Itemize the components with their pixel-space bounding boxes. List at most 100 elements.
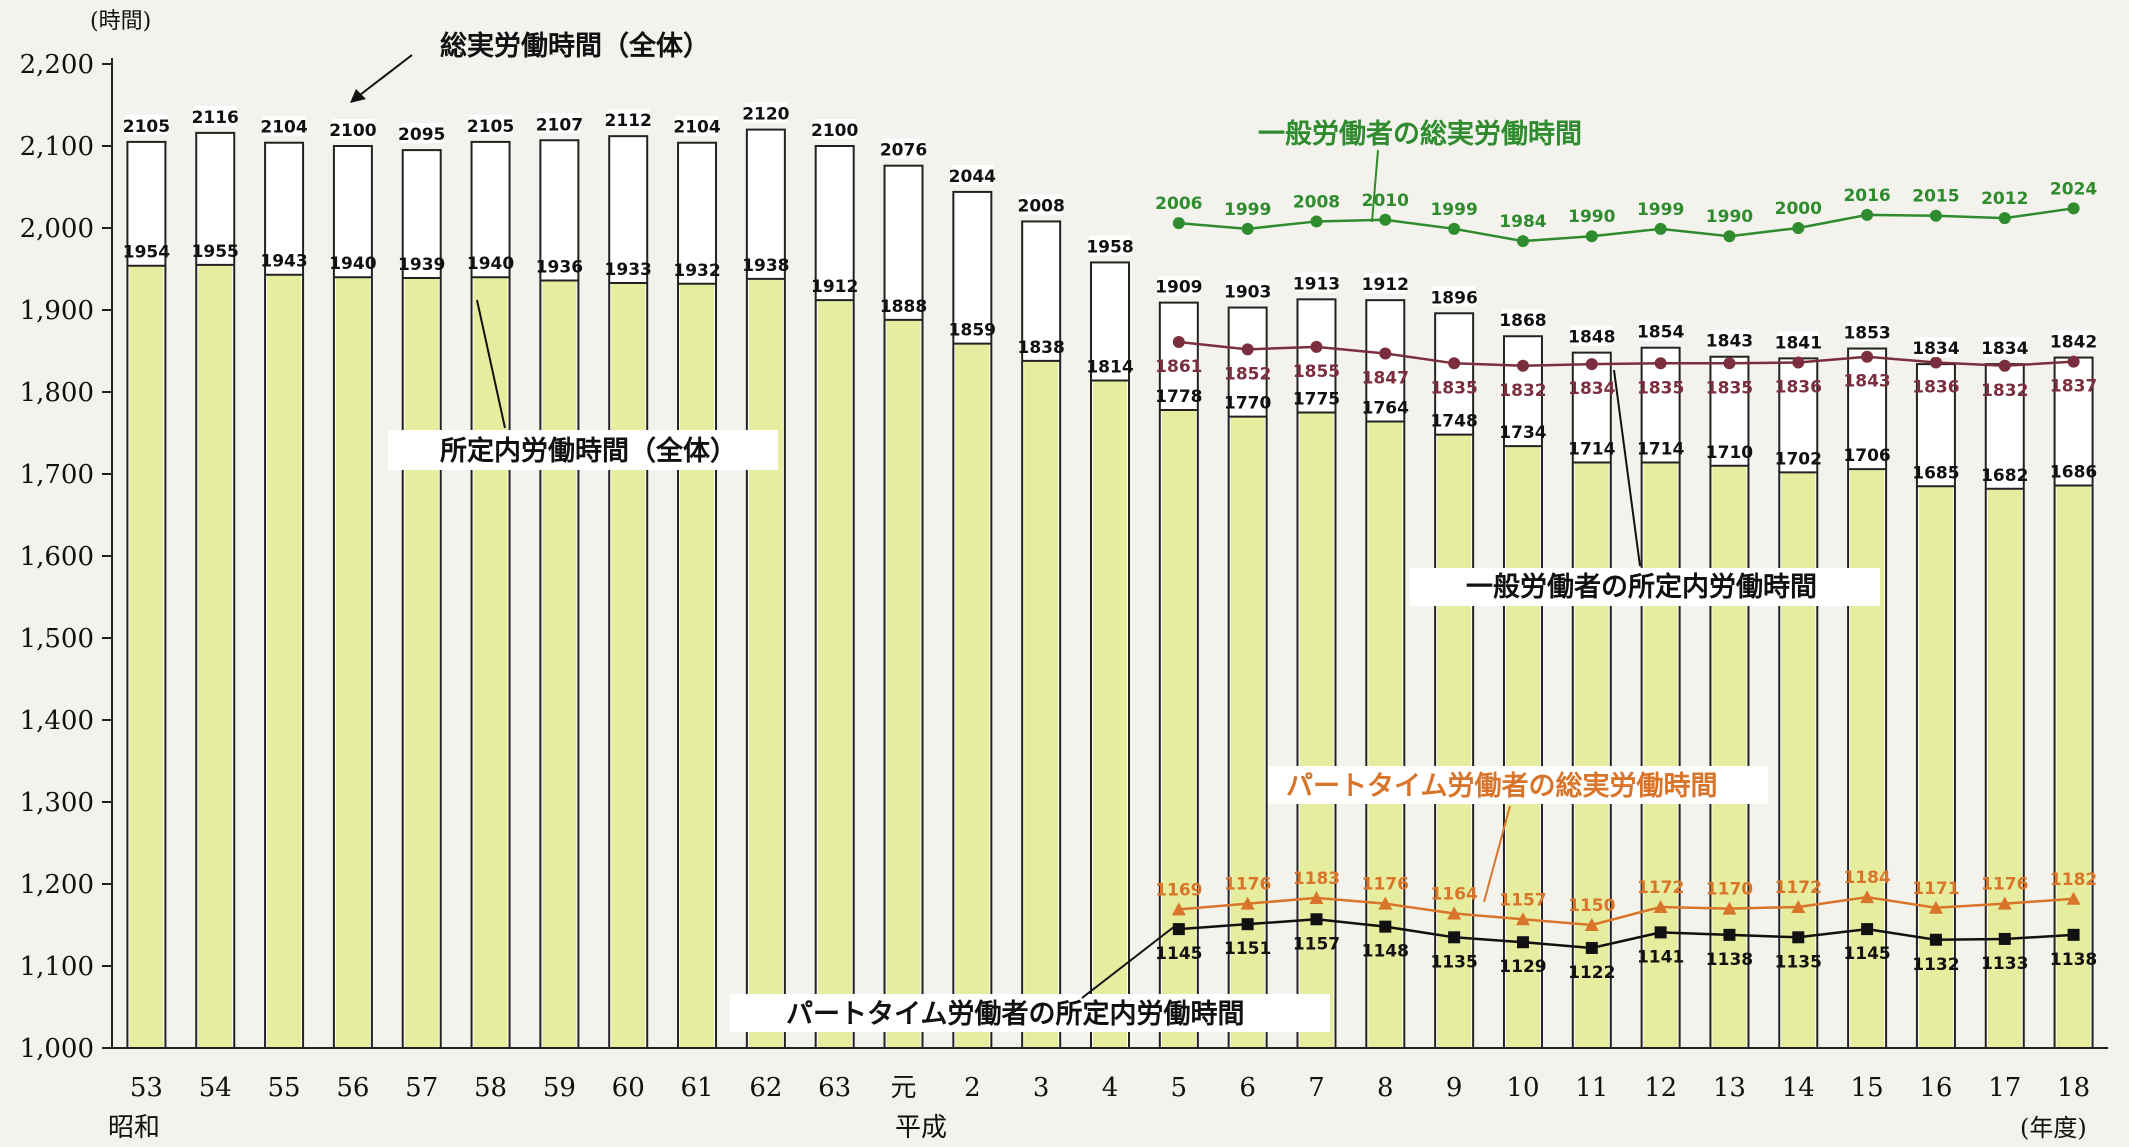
general-scheduled-data-label: 1837 (2050, 377, 2097, 397)
general-scheduled-data-label: 1847 (1362, 368, 1409, 388)
total-hours-data-label: 1909 (1155, 278, 1202, 298)
total-hours-label-bg (1846, 321, 1889, 342)
part-total-line (1178, 895, 2074, 927)
scheduled-hours-bar (1712, 465, 1747, 1047)
scheduled-hours-data-label: 1770 (1224, 394, 1271, 414)
annotation-general-total-pointer (1371, 149, 1379, 223)
scheduled-hours-bar (2056, 485, 2091, 1048)
part-total-point (1997, 896, 2012, 910)
general-total-point (1448, 222, 1461, 235)
scheduled-hours-data-label: 1814 (1086, 358, 1133, 378)
scheduled-hours-data-label: 1888 (880, 297, 927, 317)
total-hours-label-bg (1364, 273, 1407, 294)
general-scheduled-point (1929, 356, 1942, 369)
general-total-point (1172, 217, 1185, 230)
part-scheduled-data-label: 1148 (1362, 942, 1409, 962)
scheduled-hours-bar (198, 264, 233, 1047)
part-total-data-label: 1176 (1362, 875, 1409, 895)
scheduled-hours-bar (1574, 462, 1609, 1047)
total-hours-data-label: 1834 (1912, 339, 1959, 359)
general-scheduled-data-label: 1835 (1706, 378, 1753, 398)
scheduled-hours-bar (886, 319, 921, 1048)
part-total-data-label: 1176 (1224, 875, 1271, 895)
y-tick-label: 1,500 (20, 624, 94, 654)
general-total-point (1792, 222, 1805, 234)
total-hours-data-label: 2107 (536, 115, 583, 135)
general-scheduled-point (1792, 356, 1805, 369)
part-scheduled-data-label: 1138 (2050, 950, 2097, 970)
part-scheduled-data-label: 1129 (1499, 957, 1546, 977)
part-total-data-label: 1157 (1499, 890, 1546, 910)
x-tick-label: 14 (1782, 1073, 1815, 1103)
scheduled-hours-bar (817, 300, 852, 1047)
y-tick-label: 1,000 (20, 1034, 94, 1064)
general-total-data-label: 1990 (1568, 207, 1615, 227)
part-total-data-label: 1164 (1430, 885, 1477, 905)
scheduled-hours-data-label: 1764 (1362, 399, 1409, 419)
x-tick-label: 18 (2057, 1073, 2090, 1103)
scheduled-hours-bar (1093, 380, 1127, 1047)
total-hours-data-label: 2095 (398, 125, 445, 145)
scheduled-hours-data-label: 1778 (1155, 387, 1202, 407)
scheduled-hours-data-label: 1936 (536, 257, 583, 277)
general-scheduled-point (1585, 358, 1598, 371)
y-tick-label: 2,200 (20, 50, 94, 80)
scheduled-hours-bar (267, 274, 302, 1047)
total-hours-label-bg (331, 119, 374, 139)
part-total-data-label: 1172 (1775, 878, 1822, 898)
total-hours-data-label: 2100 (811, 121, 858, 141)
total-hours-label-bg (1777, 331, 1820, 352)
part-total-point (1860, 890, 1875, 904)
scheduled-hours-data-label: 1734 (1499, 423, 1546, 443)
total-hours-data-label: 1958 (1086, 237, 1133, 257)
x-tick-label: 4 (1102, 1073, 1119, 1103)
total-hours-label-bg (1501, 309, 1544, 330)
scheduled-hours-bar (748, 278, 783, 1048)
annotation-total-hours-arrowhead (350, 89, 366, 103)
scheduled-hours-data-label: 1933 (605, 260, 652, 280)
part-scheduled-point (1516, 936, 1529, 949)
scheduled-hours-data-label: 1710 (1706, 443, 1753, 463)
x-tick-label: 56 (336, 1073, 369, 1103)
annotation-general-scheduled-box (1410, 568, 1880, 606)
scheduled-hours-bar (1918, 486, 1953, 1047)
annotation-part-scheduled: パートタイム労働者の所定内労働時間 (786, 998, 1244, 1030)
annotation-part-total-box (1268, 766, 1768, 804)
scheduled-hours-bar (1230, 416, 1265, 1048)
scheduled-hours-data-label: 1775 (1293, 390, 1340, 410)
general-scheduled-data-label: 1836 (1775, 377, 1822, 397)
x-tick-label: 9 (1446, 1073, 1463, 1103)
part-scheduled-point (1861, 923, 1874, 936)
total-hours-data-label: 2116 (192, 108, 239, 128)
part-scheduled-data-label: 1138 (1706, 950, 1753, 970)
y-tick-label: 1,600 (20, 542, 94, 572)
y-tick-label: 1,900 (20, 296, 94, 326)
general-total-point (1310, 215, 1323, 228)
general-scheduled-point (1241, 343, 1254, 356)
part-scheduled-data-label: 1145 (1843, 944, 1890, 964)
general-total-data-label: 2015 (1912, 187, 1959, 207)
total-hours-label-bg (1708, 329, 1751, 350)
general-scheduled-data-label: 1835 (1430, 378, 1477, 398)
x-tick-label: 3 (1033, 1073, 1050, 1103)
total-hours-data-label: 2076 (880, 141, 927, 161)
annotation-scheduled-box (388, 430, 778, 470)
part-total-point (1722, 901, 1737, 915)
y-tick-label: 1,400 (20, 706, 94, 736)
scheduled-hours-bar (1987, 488, 2022, 1047)
total-hours-label-bg (676, 115, 719, 136)
general-total-data-label: 2024 (2050, 179, 2097, 199)
y-tick-label: 1,700 (20, 460, 94, 490)
annotation-general-scheduled-pointer (1613, 369, 1641, 567)
part-total-point (1447, 906, 1462, 920)
y-tick-label: 2,000 (20, 214, 94, 244)
x-tick-label: 61 (680, 1073, 713, 1103)
total-hours-data-label: 2104 (260, 118, 307, 138)
part-scheduled-data-label: 1141 (1637, 947, 1684, 967)
part-scheduled-point (1379, 920, 1392, 933)
part-total-data-label: 1169 (1155, 880, 1202, 900)
total-hours-label-bg (1433, 286, 1476, 307)
scheduled-hours-data-label: 1706 (1843, 446, 1890, 466)
total-hours-label-bg (1570, 325, 1613, 346)
y-tick-label: 1,200 (20, 870, 94, 900)
